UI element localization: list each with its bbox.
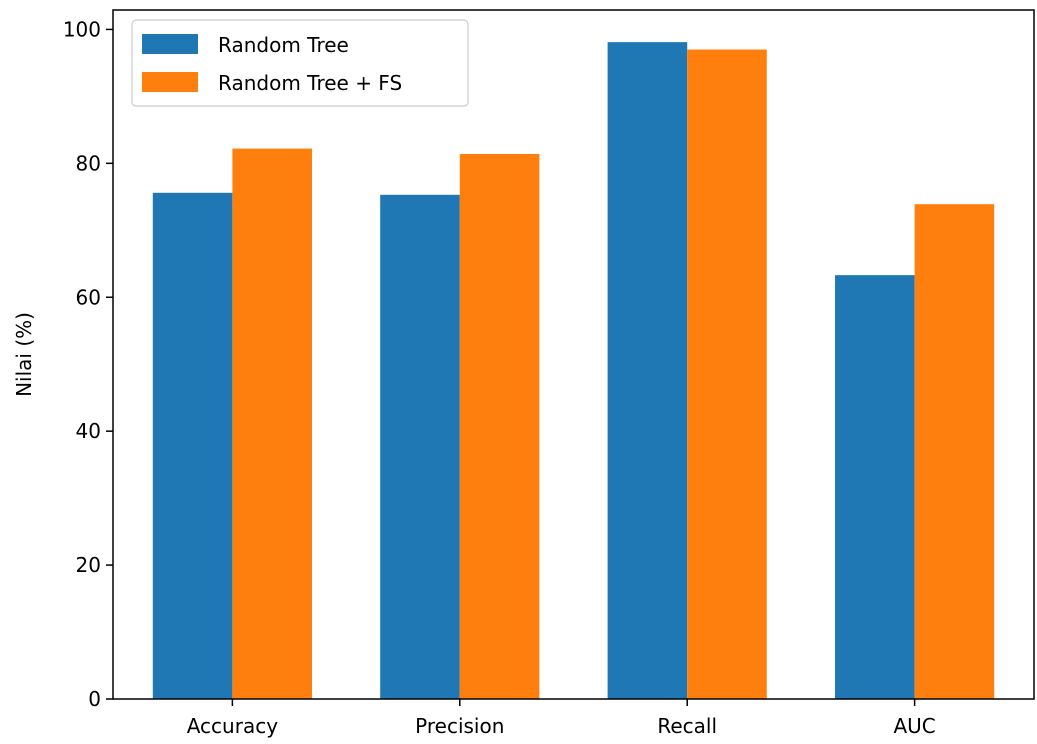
- legend: Random Tree Random Tree + FS: [131, 19, 469, 107]
- bar-random-tree-precision: [380, 194, 460, 699]
- y-tick-label: 40: [76, 419, 101, 443]
- bar-random-tree-accuracy: [152, 192, 233, 700]
- x-axis-ticks: Accuracy Precision Recall AUC: [187, 699, 936, 738]
- bar-random-tree-recall: [607, 42, 688, 699]
- y-tick-label: 0: [88, 687, 101, 711]
- y-tick-label: 60: [76, 285, 101, 309]
- legend-swatch-random-tree-fs: [142, 72, 198, 92]
- legend-label-random-tree-fs: Random Tree + FS: [218, 71, 402, 95]
- y-axis-ticks: 0 20 40 60 80 100: [63, 17, 113, 711]
- y-tick-label: 100: [63, 17, 101, 41]
- bar-random-tree-fs-accuracy: [232, 148, 312, 699]
- x-tick-label-recall: Recall: [657, 714, 717, 738]
- legend-label-random-tree: Random Tree: [218, 33, 349, 57]
- bar-random-tree-auc: [835, 275, 915, 699]
- bar-random-tree-fs-recall: [687, 49, 767, 699]
- y-tick-label: 80: [76, 151, 101, 175]
- x-tick-label-accuracy: Accuracy: [187, 714, 278, 738]
- bar-random-tree-fs-auc: [914, 204, 995, 699]
- bars-layer: [152, 42, 995, 700]
- bar-random-tree-fs-precision: [459, 153, 540, 700]
- y-axis-label: Nilai (%): [12, 312, 36, 397]
- legend-box: [131, 19, 469, 107]
- legend-swatch-random-tree: [142, 34, 198, 54]
- axes-frame: [112, 9, 1035, 700]
- y-tick-label: 20: [76, 553, 101, 577]
- x-tick-label-precision: Precision: [415, 714, 504, 738]
- x-tick-label-auc: AUC: [893, 714, 935, 738]
